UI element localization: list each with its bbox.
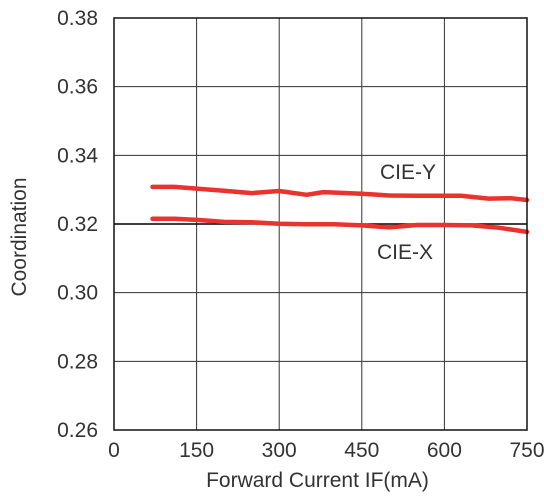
y-tick-label: 0.30 [57,282,98,305]
x-tick-label: 750 [509,439,544,462]
series-group [150,184,530,235]
series-label-cie-x: CIE-X [377,241,433,264]
x-tick-label: 450 [344,439,379,462]
y-tick-label: 0.34 [57,144,98,167]
x-tick-label: 0 [108,439,120,462]
x-axis-title: Forward Current IF(mA) [206,469,429,492]
series-label-cie-y: CIE-Y [380,161,436,184]
x-tick-label: 600 [427,439,462,462]
series-line-cie-x [150,216,530,235]
x-tick-label: 300 [262,439,297,462]
series-line-cie-y [150,184,530,203]
x-tick-label: 150 [179,439,214,462]
y-tick-label: 0.38 [57,7,98,30]
y-tick-label: 0.26 [57,419,98,442]
y-tick-label: 0.36 [57,76,98,99]
y-axis-title: Coordination [8,177,31,296]
plot-frame [113,17,528,431]
y-tick-labels: 0.26 0.28 0.30 0.32 0.34 0.36 0.38 [57,7,98,442]
y-tick-label: 0.28 [57,350,98,373]
x-tick-labels: 0 150 300 450 600 750 [108,439,544,462]
y-tick-label: 0.32 [57,213,98,236]
